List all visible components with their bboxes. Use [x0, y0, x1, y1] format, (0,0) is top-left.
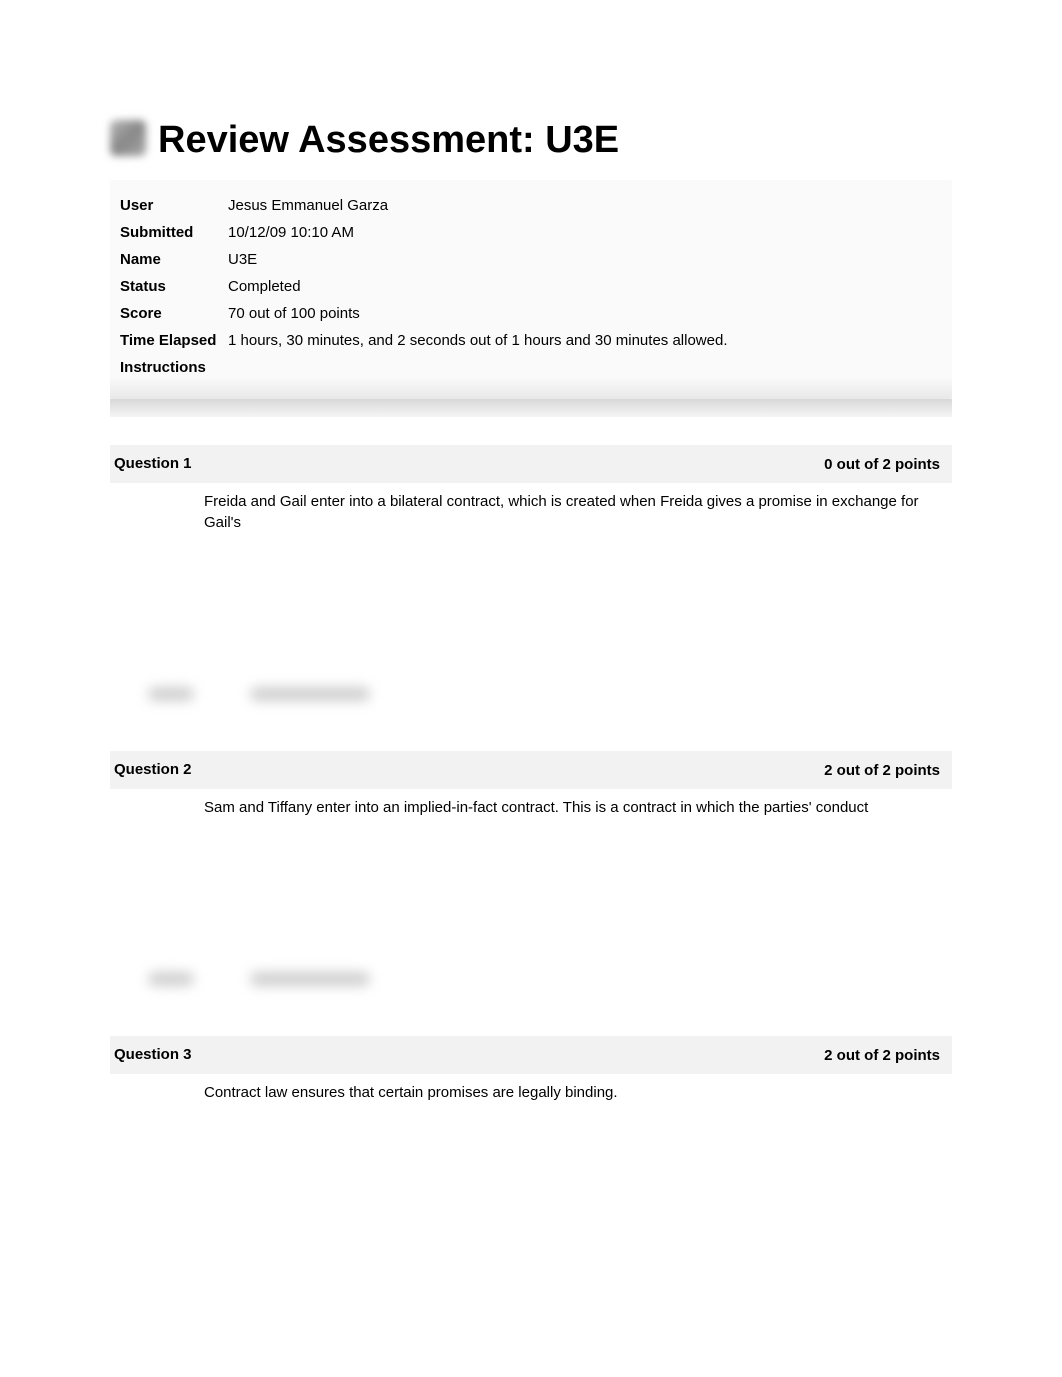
info-value-submitted: 10/12/09 10:10 AM [228, 224, 354, 241]
blurred-answer-region [110, 828, 952, 1008]
header-row: Review Assessment: U3E [110, 120, 952, 162]
question-number-label: Question 2 [114, 761, 194, 780]
question-number-label: Question 1 [114, 455, 194, 474]
info-value-name: U3E [228, 251, 257, 268]
info-value-user: Jesus Emmanuel Garza [228, 197, 388, 214]
question-text: Sam and Tiffany enter into an implied-in… [110, 789, 952, 828]
question-block: Question 1 0 out of 2 points Freida and … [110, 445, 952, 723]
info-label-user: User [120, 197, 228, 214]
info-label-submitted: Submitted [120, 224, 228, 241]
info-label-name: Name [120, 251, 228, 268]
blurred-answer-region [110, 543, 952, 723]
section-divider [110, 399, 952, 417]
blur-mark [148, 687, 194, 701]
info-value-status: Completed [228, 278, 301, 295]
page-container: Review Assessment: U3E User Jesus Emmanu… [0, 0, 1062, 1173]
blur-mark [250, 972, 370, 986]
question-block: Question 3 2 out of 2 points Contract la… [110, 1036, 952, 1113]
page-title: Review Assessment: U3E [158, 120, 619, 162]
info-label-score: Score [120, 305, 228, 322]
question-header: Question 1 0 out of 2 points [110, 445, 952, 483]
question-header: Question 3 2 out of 2 points [110, 1036, 952, 1074]
question-block: Question 2 2 out of 2 points Sam and Tif… [110, 751, 952, 1008]
info-row-name: Name U3E [120, 246, 942, 273]
info-row-user: User Jesus Emmanuel Garza [120, 192, 942, 219]
info-row-time-elapsed: Time Elapsed 1 hours, 30 minutes, and 2 … [120, 327, 942, 354]
question-text: Freida and Gail enter into a bilateral c… [110, 483, 952, 543]
info-value-score: 70 out of 100 points [228, 305, 360, 322]
info-row-status: Status Completed [120, 273, 942, 300]
question-points: 0 out of 2 points [824, 456, 940, 473]
info-label-instructions: Instructions [120, 359, 228, 376]
info-row-score: Score 70 out of 100 points [120, 300, 942, 327]
blur-mark [250, 687, 370, 701]
question-points: 2 out of 2 points [824, 762, 940, 779]
info-label-time-elapsed: Time Elapsed [120, 332, 228, 349]
info-row-submitted: Submitted 10/12/09 10:10 AM [120, 219, 942, 246]
info-label-status: Status [120, 278, 228, 295]
info-value-time-elapsed: 1 hours, 30 minutes, and 2 seconds out o… [228, 332, 727, 349]
info-row-instructions: Instructions [120, 354, 942, 381]
assessment-icon [110, 120, 146, 156]
assessment-info-panel: User Jesus Emmanuel Garza Submitted 10/1… [110, 180, 952, 399]
question-number-label: Question 3 [114, 1046, 194, 1065]
question-header: Question 2 2 out of 2 points [110, 751, 952, 789]
blur-mark [148, 972, 194, 986]
question-text: Contract law ensures that certain promis… [110, 1074, 952, 1113]
question-points: 2 out of 2 points [824, 1047, 940, 1064]
